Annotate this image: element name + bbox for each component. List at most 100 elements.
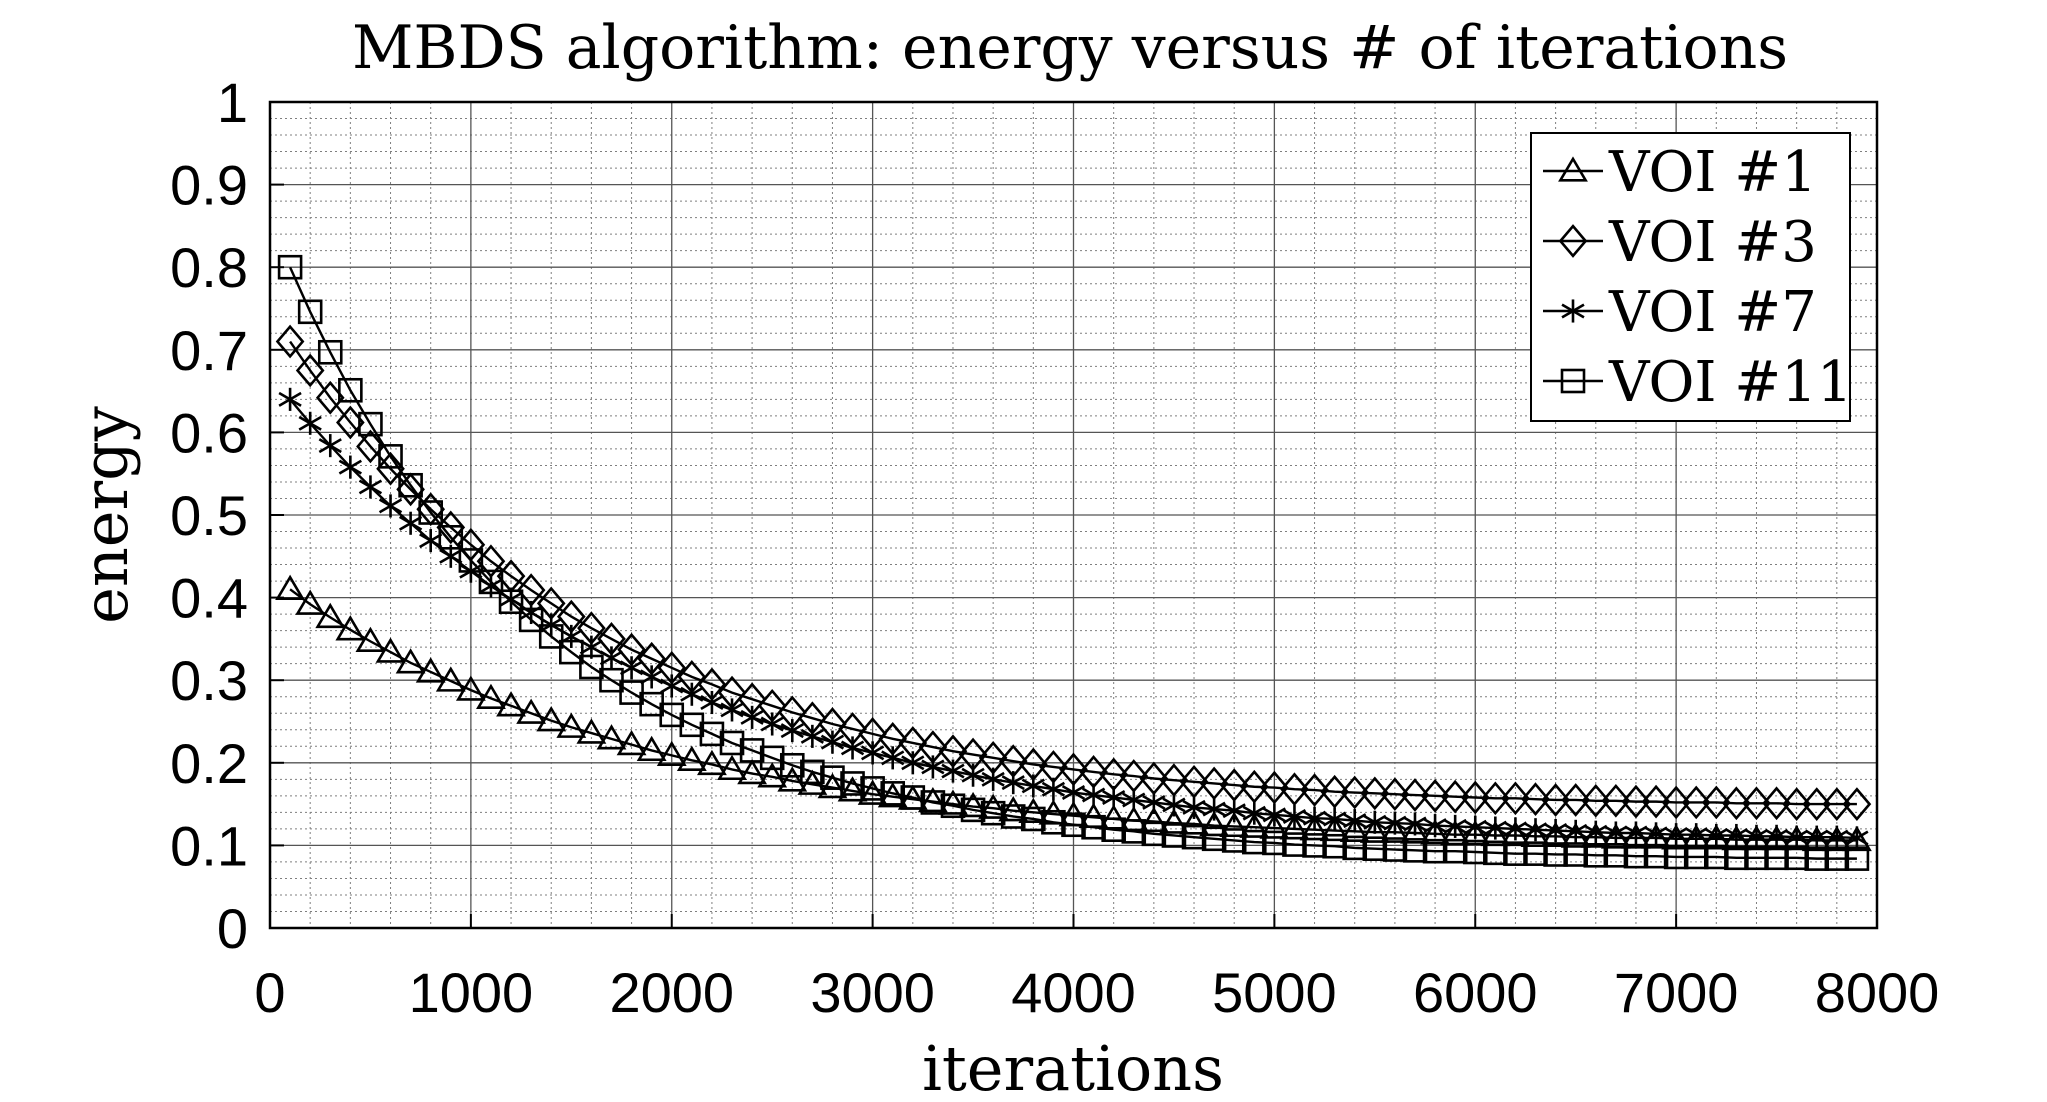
data-point: [1845, 826, 1869, 850]
data-point: [1021, 774, 1045, 798]
data-point: [1259, 813, 1290, 839]
data-point: [1343, 809, 1367, 833]
data-point: [1744, 824, 1769, 848]
data-point: [1561, 783, 1591, 817]
y-tick-label: 0.5: [170, 484, 248, 547]
data-point: [1302, 806, 1327, 830]
data-point: [1302, 833, 1327, 858]
data-point: [840, 736, 865, 760]
data-point: [498, 589, 524, 615]
y-tick-label: 0.4: [170, 567, 248, 630]
data-point: [861, 741, 885, 765]
data-point: [1601, 783, 1631, 818]
data-point: [556, 712, 587, 738]
data-point: [1122, 788, 1146, 812]
data-point: [275, 324, 305, 359]
data-point: [1101, 817, 1126, 843]
data-point: [981, 767, 1005, 791]
data-point: [680, 682, 704, 706]
data-point: [837, 776, 868, 802]
data-point: [295, 353, 325, 388]
data-point: [1722, 786, 1751, 821]
data-point: [840, 771, 865, 796]
data-point: [1641, 784, 1671, 819]
data-point: [656, 740, 687, 767]
data-point: [757, 762, 788, 788]
data-point: [278, 387, 302, 411]
data-point: [1279, 814, 1310, 840]
series-voi-11: [277, 254, 1870, 871]
data-point: [1182, 795, 1206, 819]
data-point: [1480, 820, 1511, 847]
x-tick-label: 5000: [1212, 961, 1337, 1024]
data-point: [1403, 812, 1427, 836]
data-point: [1561, 299, 1585, 323]
data-point: [295, 589, 326, 615]
data-point: [1784, 845, 1809, 871]
data-point: [356, 429, 385, 464]
data-point: [1201, 826, 1227, 852]
data-point: [679, 712, 705, 738]
data-point: [920, 790, 946, 815]
data-point: [1443, 814, 1467, 838]
data-point: [780, 719, 804, 743]
y-tick-label: 0.9: [170, 154, 248, 217]
data-point: [720, 698, 744, 722]
data-point: [1121, 819, 1147, 844]
y-tick-label: 0.6: [170, 401, 248, 464]
data-point: [1440, 779, 1470, 814]
data-point: [398, 511, 423, 535]
data-point: [699, 721, 725, 747]
data-point: [438, 525, 464, 550]
series-line: [289, 340, 1857, 806]
data-point: [800, 759, 825, 785]
data-point: [1564, 819, 1588, 843]
x-tick-label: 0: [254, 961, 285, 1024]
data-point: [398, 472, 423, 498]
data-point: [1558, 156, 1588, 182]
data-point: [1360, 776, 1390, 811]
data-point: [1661, 785, 1691, 820]
data-point: [1159, 808, 1189, 834]
data-point: [1724, 823, 1749, 848]
data-point: [1681, 785, 1711, 820]
legend-label: VOI #7: [1608, 280, 1817, 345]
data-point: [1342, 835, 1368, 861]
data-point: [1162, 793, 1186, 817]
data-point: [596, 724, 627, 750]
legend-item: VOI #11: [1543, 350, 1852, 415]
y-tick-label: 1: [217, 71, 248, 134]
data-point: [1018, 797, 1049, 824]
data-point: [1842, 787, 1872, 821]
data-point: [978, 793, 1009, 819]
data-point: [616, 729, 647, 756]
data-point: [1460, 780, 1490, 815]
data-point: [1481, 781, 1510, 816]
data-point: [940, 793, 966, 819]
data-point: [1383, 811, 1407, 835]
data-point: [1543, 818, 1568, 843]
data-point: [880, 781, 906, 806]
x-tick-label: 1000: [409, 961, 534, 1024]
y-tick-label: 0.1: [170, 814, 248, 877]
data-point: [1462, 839, 1488, 865]
x-tick-label: 4000: [1011, 961, 1136, 1024]
data-point: [1282, 804, 1307, 829]
data-point: [1782, 787, 1811, 821]
data-point: [1764, 824, 1789, 848]
data-point: [1541, 783, 1570, 817]
data-point: [1402, 838, 1428, 863]
data-point: [375, 637, 406, 663]
y-tick-label: 0.2: [170, 732, 248, 795]
data-point: [1242, 801, 1266, 825]
data-point: [358, 475, 383, 499]
data-point: [297, 299, 323, 325]
y-axis: 0 0.1 0.2 0.3 0.4 0.5 0.6 0.7 0.8 0.9 1: [170, 71, 284, 960]
data-point: [1523, 818, 1548, 842]
data-point: [275, 574, 306, 600]
data-point: [516, 698, 547, 724]
data-point: [318, 434, 342, 458]
data-point: [1520, 821, 1551, 847]
